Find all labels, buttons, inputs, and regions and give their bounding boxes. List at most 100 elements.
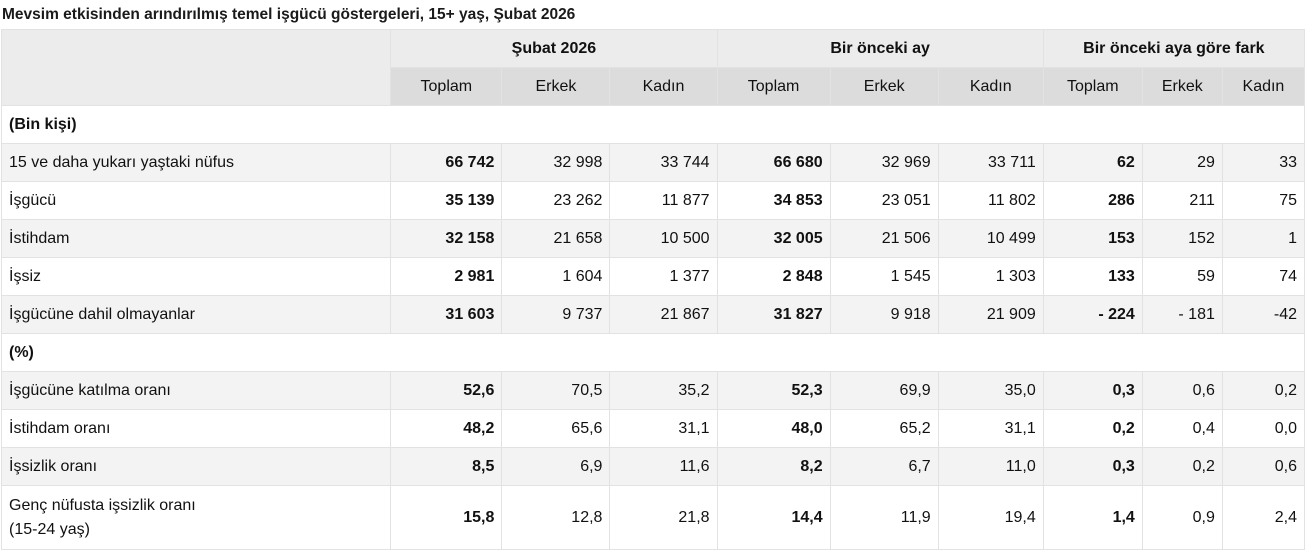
sub-header-total: Toplam: [716, 67, 831, 106]
cell-value: 11 877: [609, 181, 718, 220]
cell-value: 153: [1042, 219, 1143, 258]
table-row: İşgücü 35 139 23 262 11 877 34 853 23 05…: [0, 181, 1306, 220]
cell-value: 21 658: [501, 219, 611, 258]
sub-header-female: Kadın: [937, 67, 1044, 106]
cell-value: 31,1: [609, 409, 718, 448]
row-label: İşgücüne katılma oranı: [0, 371, 392, 410]
cell-value: 69,9: [829, 371, 939, 410]
cell-value: 32 005: [716, 219, 831, 258]
cell-value: 286: [1042, 181, 1143, 220]
sub-header-female: Kadın: [609, 67, 718, 106]
cell-value: 23 051: [829, 181, 939, 220]
group-header-previous: Bir önceki ay: [716, 29, 1044, 68]
cell-value: 211: [1141, 181, 1223, 220]
cell-value: 34 853: [716, 181, 831, 220]
cell-value: 11,6: [609, 447, 718, 486]
cell-value: 0,4: [1141, 409, 1223, 448]
group-header-current: Şubat 2026: [390, 29, 718, 68]
cell-value: 74: [1221, 257, 1306, 296]
cell-value: 66 742: [390, 143, 503, 182]
sub-header-male: Erkek: [1141, 67, 1223, 106]
cell-value: 31,1: [937, 409, 1044, 448]
labor-indicators-table: Şubat 2026 Bir önceki ay Bir önceki aya …: [0, 29, 1306, 550]
cell-value: 70,5: [501, 371, 611, 410]
cell-value: 0,2: [1042, 409, 1143, 448]
cell-value: 152: [1141, 219, 1223, 258]
cell-value: 15,8: [390, 485, 503, 550]
row-label: İşsizlik oranı: [0, 447, 392, 486]
section-label-percent: (%): [1, 333, 1305, 372]
table-row: 15 ve daha yukarı yaştaki nüfus 66 742 3…: [0, 143, 1306, 182]
cell-value: 2 848: [716, 257, 831, 296]
cell-value: 0,2: [1141, 447, 1223, 486]
cell-value: 1,4: [1042, 485, 1143, 550]
cell-value: 1 377: [609, 257, 718, 296]
cell-value: 6,7: [829, 447, 939, 486]
cell-value: 0,3: [1042, 371, 1143, 410]
sub-header-male: Erkek: [501, 67, 611, 106]
row-label-line2: (15-24 yaş): [9, 520, 90, 538]
cell-value: 10 500: [609, 219, 718, 258]
table-row: İşgücüne dahil olmayanlar 31 603 9 737 2…: [0, 295, 1306, 334]
row-label: İşsiz: [0, 257, 392, 296]
cell-value: 14,4: [716, 485, 831, 550]
cell-value: 9 918: [829, 295, 939, 334]
row-label: İstihdam oranı: [0, 409, 392, 448]
cell-value: 0,6: [1221, 447, 1306, 486]
cell-value: 1 604: [501, 257, 611, 296]
cell-value: - 181: [1141, 295, 1223, 334]
cell-value: 2 981: [390, 257, 503, 296]
row-label: Genç nüfusta işsizlik oranı (15-24 yaş): [0, 485, 392, 550]
cell-value: 1 303: [937, 257, 1044, 296]
cell-value: 65,6: [501, 409, 611, 448]
cell-value: 32 158: [390, 219, 503, 258]
sub-header-row: Toplam Erkek Kadın Toplam Erkek Kadın To…: [2, 67, 1306, 106]
section-label-thousand-persons: (Bin kişi): [1, 105, 1305, 144]
cell-value: 31 603: [390, 295, 503, 334]
cell-value: 1: [1221, 219, 1306, 258]
cell-value: 11,9: [829, 485, 939, 550]
cell-value: 0,0: [1221, 409, 1306, 448]
group-header-row: Şubat 2026 Bir önceki ay Bir önceki aya …: [0, 29, 1306, 106]
cell-value: 2,4: [1221, 485, 1306, 550]
cell-value: 6,9: [501, 447, 611, 486]
table-row: İşgücüne katılma oranı 52,6 70,5 35,2 52…: [0, 371, 1306, 410]
cell-value: 66 680: [716, 143, 831, 182]
cell-value: 133: [1042, 257, 1143, 296]
sub-header-female: Kadın: [1221, 67, 1306, 106]
cell-value: 21 506: [829, 219, 939, 258]
table-row: İstihdam oranı 48,2 65,6 31,1 48,0 65,2 …: [0, 409, 1306, 448]
cell-value: 48,0: [716, 409, 831, 448]
table-row: İşsiz 2 981 1 604 1 377 2 848 1 545 1 30…: [0, 257, 1306, 296]
cell-value: 21,8: [609, 485, 718, 550]
cell-value: 11 802: [937, 181, 1044, 220]
section-row: (%): [1, 333, 1305, 372]
corner-cell: [0, 29, 392, 106]
row-label: İşgücüne dahil olmayanlar: [0, 295, 392, 334]
table-row: İstihdam 32 158 21 658 10 500 32 005 21 …: [0, 219, 1306, 258]
cell-value: 48,2: [390, 409, 503, 448]
cell-value: 11,0: [937, 447, 1044, 486]
table-row: İşsizlik oranı 8,5 6,9 11,6 8,2 6,7 11,0…: [0, 447, 1306, 486]
cell-value: 33: [1221, 143, 1306, 182]
cell-value: 0,6: [1141, 371, 1223, 410]
cell-value: 21 867: [609, 295, 718, 334]
table-row: Genç nüfusta işsizlik oranı (15-24 yaş) 1…: [0, 485, 1306, 550]
cell-value: 19,4: [937, 485, 1044, 550]
row-label: 15 ve daha yukarı yaştaki nüfus: [0, 143, 392, 182]
cell-value: 0,3: [1042, 447, 1143, 486]
cell-value: 29: [1141, 143, 1223, 182]
row-label-line1: Genç nüfusta işsizlik oranı: [9, 496, 196, 514]
sub-header-total: Toplam: [1042, 67, 1143, 106]
cell-value: 35,2: [609, 371, 718, 410]
sub-header-total: Toplam: [390, 67, 503, 106]
group-header-difference: Bir önceki aya göre fark: [1042, 29, 1306, 68]
cell-value: 9 737: [501, 295, 611, 334]
cell-value: 62: [1042, 143, 1143, 182]
section-row: (Bin kişi): [1, 105, 1305, 144]
cell-value: - 224: [1042, 295, 1143, 334]
cell-value: 12,8: [501, 485, 611, 550]
cell-value: 33 744: [609, 143, 718, 182]
table-title: Mevsim etkisinden arındırılmış temel işg…: [2, 6, 576, 23]
cell-value: 59: [1141, 257, 1223, 296]
